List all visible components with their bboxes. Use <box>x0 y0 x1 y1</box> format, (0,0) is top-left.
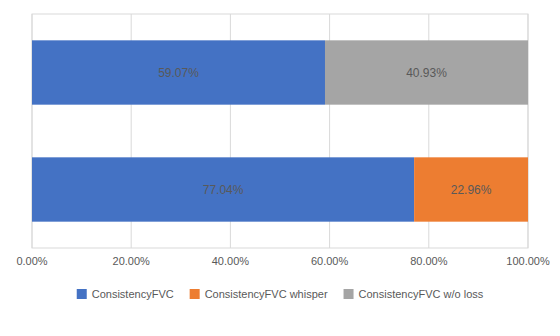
grid <box>32 14 528 248</box>
bars <box>32 40 528 221</box>
bar-segment <box>414 157 528 221</box>
legend-item: ConsistencyFVC whisper <box>190 288 328 300</box>
tick-label: 0.00% <box>16 255 47 267</box>
x-axis: 0.00% 20.00% 40.00% 60.00% 80.00% 100.00% <box>16 255 550 267</box>
bar-segment <box>32 40 325 104</box>
data-label: 77.04% <box>203 183 244 197</box>
legend-swatch <box>344 289 354 299</box>
legend-swatch <box>190 289 200 299</box>
chart: 0.00% 20.00% 40.00% 60.00% 80.00% 100.00% 59.0… <box>0 0 560 336</box>
legend-label: ConsistencyFVC w/o loss <box>359 288 484 300</box>
tick-label: 20.00% <box>113 255 151 267</box>
legend-item: ConsistencyFVC w/o loss <box>344 288 484 300</box>
legend-item: ConsistencyFVC <box>77 288 174 300</box>
tick-label: 60.00% <box>311 255 349 267</box>
legend-label: ConsistencyFVC <box>92 288 174 300</box>
legend-label: ConsistencyFVC whisper <box>205 288 328 300</box>
tick-label: 80.00% <box>410 255 448 267</box>
data-label: 22.96% <box>451 183 492 197</box>
bar-segment <box>325 40 528 104</box>
data-labels: 59.07% 40.93% 77.04% 22.96% <box>158 66 492 197</box>
plot-frame <box>32 14 528 248</box>
tick-label: 100.00% <box>506 255 550 267</box>
bar-segment <box>32 157 414 221</box>
data-label: 59.07% <box>158 66 199 80</box>
data-label: 40.93% <box>406 66 447 80</box>
legend-swatch <box>77 289 87 299</box>
legend: ConsistencyFVC ConsistencyFVC whisper Cons… <box>77 288 484 300</box>
tick-label: 40.00% <box>212 255 250 267</box>
